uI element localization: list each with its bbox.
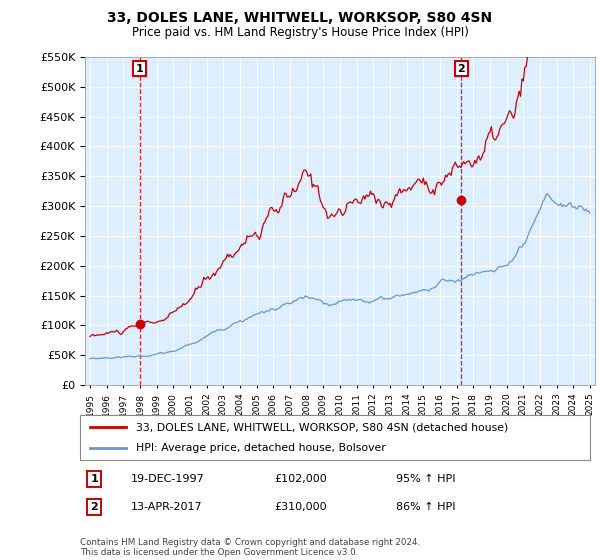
Text: 33, DOLES LANE, WHITWELL, WORKSOP, S80 4SN: 33, DOLES LANE, WHITWELL, WORKSOP, S80 4… <box>107 11 493 25</box>
Text: 2: 2 <box>457 64 465 73</box>
Text: 86% ↑ HPI: 86% ↑ HPI <box>396 502 456 512</box>
Text: 19-DEC-1997: 19-DEC-1997 <box>131 474 205 484</box>
Text: 1: 1 <box>136 64 143 73</box>
Text: 2: 2 <box>90 502 98 512</box>
Text: 13-APR-2017: 13-APR-2017 <box>131 502 203 512</box>
FancyBboxPatch shape <box>80 415 590 460</box>
Text: 1: 1 <box>90 474 98 484</box>
Text: Contains HM Land Registry data © Crown copyright and database right 2024.
This d: Contains HM Land Registry data © Crown c… <box>80 538 420 557</box>
Text: £102,000: £102,000 <box>274 474 326 484</box>
Text: 95% ↑ HPI: 95% ↑ HPI <box>396 474 456 484</box>
Text: £310,000: £310,000 <box>274 502 326 512</box>
Text: HPI: Average price, detached house, Bolsover: HPI: Average price, detached house, Bols… <box>136 443 386 453</box>
Text: 33, DOLES LANE, WHITWELL, WORKSOP, S80 4SN (detached house): 33, DOLES LANE, WHITWELL, WORKSOP, S80 4… <box>136 422 508 432</box>
Text: Price paid vs. HM Land Registry's House Price Index (HPI): Price paid vs. HM Land Registry's House … <box>131 26 469 39</box>
